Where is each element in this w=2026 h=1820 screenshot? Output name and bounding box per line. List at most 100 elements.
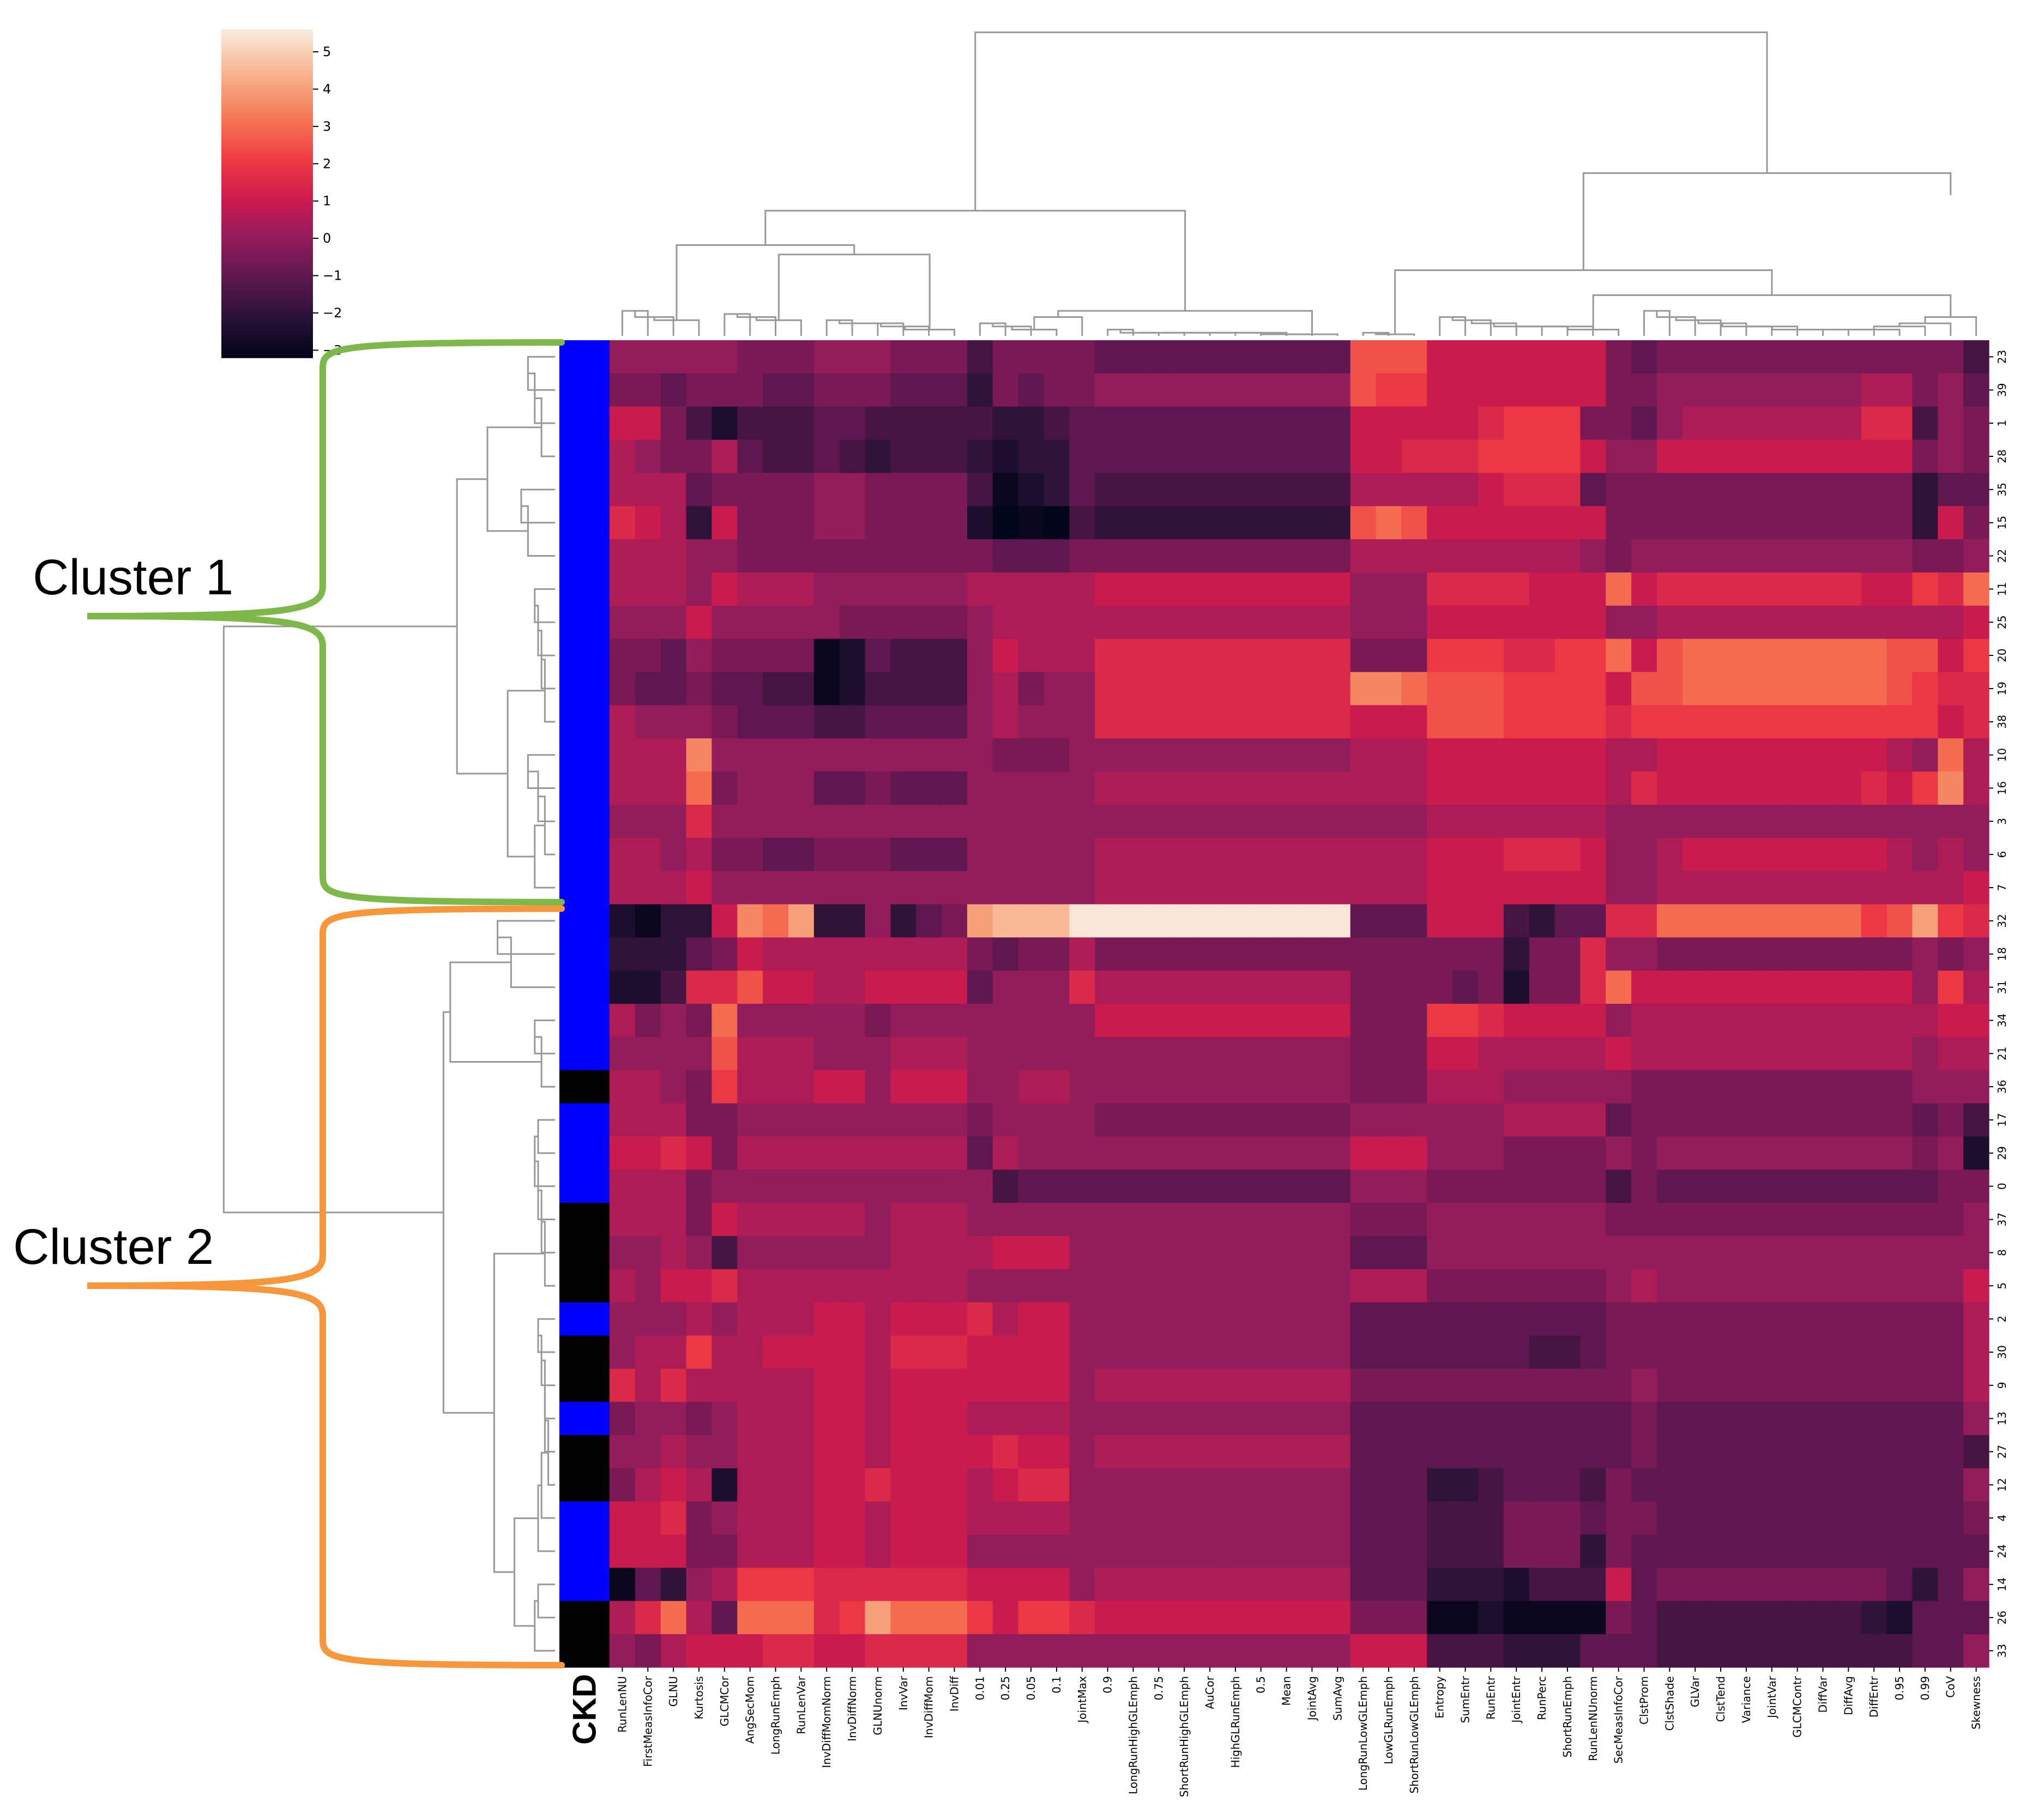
heatmap-cell xyxy=(1708,572,1734,606)
heatmap-cell xyxy=(1145,672,1172,706)
dendrogram-link xyxy=(777,254,931,330)
heatmap-cell xyxy=(1171,539,1198,573)
heatmap-cell xyxy=(1810,1236,1836,1270)
heatmap-cell xyxy=(1095,506,1121,540)
heatmap-cell xyxy=(992,1501,1019,1535)
heatmap-cell xyxy=(865,937,891,971)
heatmap-cell xyxy=(1376,1203,1402,1237)
row-tick-label: 1 xyxy=(1995,420,2009,427)
heatmap-cell xyxy=(737,738,763,772)
heatmap-cell xyxy=(1324,373,1351,407)
heatmap-cell xyxy=(1708,373,1734,407)
heatmap-cell xyxy=(1861,1601,1888,1635)
heatmap-cell xyxy=(1759,439,1785,473)
heatmap-cell xyxy=(1401,638,1427,673)
heatmap-cell xyxy=(865,605,891,640)
heatmap-cell xyxy=(1886,672,1913,706)
heatmap-cell xyxy=(1401,1402,1427,1436)
heatmap-cell xyxy=(610,439,636,473)
heatmap-cell xyxy=(1222,1070,1249,1104)
heatmap-cell xyxy=(1427,672,1453,706)
heatmap-cell xyxy=(1861,971,1888,1004)
heatmap-cell xyxy=(1350,638,1377,673)
heatmap-cell xyxy=(1274,871,1300,905)
heatmap-cell xyxy=(788,937,815,971)
heatmap-cell xyxy=(1145,638,1172,673)
heatmap-cell xyxy=(1120,705,1147,739)
heatmap-cell xyxy=(1427,1070,1453,1104)
heatmap-cell xyxy=(1222,1468,1249,1502)
heatmap-cell xyxy=(1784,373,1811,407)
heatmap-cell xyxy=(1350,1236,1377,1270)
heatmap-cell xyxy=(1580,904,1606,938)
heatmap-cell xyxy=(660,1468,687,1502)
heatmap-cell xyxy=(660,1402,687,1436)
heatmap-cell xyxy=(1912,473,1938,507)
heatmap-cell xyxy=(1299,1302,1325,1336)
heatmap-cell xyxy=(1529,1170,1555,1203)
heatmap-cell xyxy=(1248,1103,1274,1137)
heatmap-cell xyxy=(1938,605,1964,640)
heatmap-cell xyxy=(1529,804,1555,839)
heatmap-cell xyxy=(1784,1302,1811,1336)
heatmap-cell xyxy=(1299,1501,1325,1535)
heatmap-cell xyxy=(1733,1004,1759,1038)
heatmap-cell xyxy=(1350,904,1377,938)
dendrogram-link xyxy=(222,625,457,1214)
column-tick-label: JointMax xyxy=(1076,1676,1089,1724)
heatmap-cell xyxy=(1631,937,1657,971)
heatmap-cell xyxy=(660,572,687,606)
heatmap-cell xyxy=(1069,473,1095,507)
heatmap-cell xyxy=(813,1269,840,1303)
heatmap-cell xyxy=(1938,804,1964,839)
heatmap-cell xyxy=(763,539,789,573)
heatmap-cell xyxy=(1733,871,1759,905)
heatmap-cell xyxy=(942,1170,968,1203)
heatmap-cell xyxy=(1197,1335,1223,1369)
heatmap-cell xyxy=(942,1601,968,1635)
heatmap-cell xyxy=(865,705,891,739)
row-tick-label: 8 xyxy=(1995,1249,2009,1256)
heatmap-cell xyxy=(660,1568,687,1601)
heatmap-cell xyxy=(1171,672,1198,706)
heatmap-cell xyxy=(865,1170,891,1203)
heatmap-cell xyxy=(967,506,993,540)
heatmap-cell xyxy=(1631,904,1657,938)
heatmap-cell xyxy=(610,1534,636,1569)
heatmap-cell xyxy=(1299,1369,1325,1402)
heatmap-cell xyxy=(1656,1402,1683,1436)
heatmap-cell xyxy=(1299,1103,1325,1137)
heatmap-cell xyxy=(610,1036,636,1071)
heatmap-cell xyxy=(839,904,866,938)
row-tick-label: 12 xyxy=(1995,1478,2009,1492)
heatmap-cell xyxy=(763,373,789,407)
heatmap-cell xyxy=(1606,340,1632,374)
heatmap-cell xyxy=(916,1335,942,1369)
heatmap-cell xyxy=(1554,605,1581,640)
heatmap-cell xyxy=(942,1136,968,1170)
heatmap-cell xyxy=(890,772,916,805)
heatmap-cell xyxy=(1452,638,1479,673)
heatmap-cell xyxy=(686,1634,713,1668)
dendrogram-link xyxy=(538,1335,555,1387)
heatmap-cell xyxy=(1324,572,1351,606)
heatmap-cell xyxy=(1656,1302,1683,1336)
heatmap-cell xyxy=(890,1103,916,1137)
heatmap-cell xyxy=(1580,373,1606,407)
heatmap-cell xyxy=(1018,1302,1045,1336)
heatmap-cell xyxy=(813,1170,840,1203)
heatmap-cell xyxy=(967,572,993,606)
heatmap-cell xyxy=(1503,439,1530,473)
heatmap-cell xyxy=(763,406,789,441)
column-tick-label: ShortRunEmph xyxy=(1561,1676,1574,1758)
heatmap-cell xyxy=(1401,738,1427,772)
heatmap-cell xyxy=(1733,1468,1759,1502)
heatmap-cell xyxy=(1376,1601,1402,1635)
heatmap-cell xyxy=(1401,1634,1427,1668)
heatmap-cell xyxy=(737,506,763,540)
heatmap-cell xyxy=(1299,804,1325,839)
heatmap-cell xyxy=(1222,1103,1249,1137)
heatmap-cell xyxy=(942,1468,968,1502)
heatmap-cell xyxy=(737,1435,763,1469)
heatmap-cell xyxy=(1938,1036,1964,1071)
